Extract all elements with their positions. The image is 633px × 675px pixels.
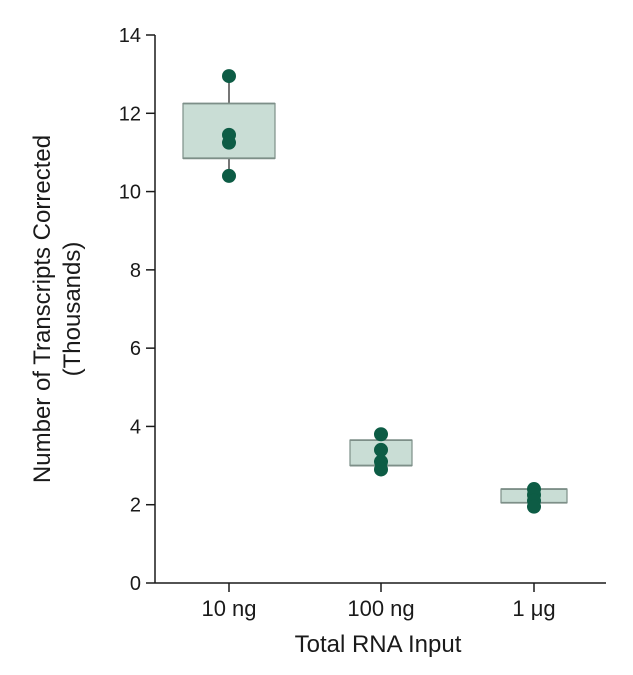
data-point <box>222 135 236 150</box>
y-tick-label: 4 <box>130 416 141 438</box>
data-point <box>374 427 388 442</box>
x-axis-title: Total RNA Input <box>295 631 462 658</box>
y-tick-label: 10 <box>119 182 141 204</box>
x-tick-label: 1 μg <box>512 596 555 621</box>
x-tick-label: 10 ng <box>201 596 256 621</box>
data-point <box>222 168 236 183</box>
data-point <box>527 499 541 514</box>
y-tick-label: 2 <box>130 495 141 517</box>
y-axis-title-line2: (Thousands) <box>59 242 86 377</box>
x-ticks: 10 ng 100 ng 1 μg <box>201 583 556 621</box>
y-tick-label: 14 <box>119 25 141 47</box>
y-ticks: 0 2 4 6 8 10 12 14 <box>119 25 155 595</box>
y-tick-label: 6 <box>130 338 141 360</box>
points-layer <box>222 69 541 514</box>
data-point <box>222 69 236 84</box>
boxes-layer <box>182 75 568 508</box>
y-tick-label: 0 <box>130 573 141 595</box>
data-point <box>374 442 388 457</box>
x-tick-label: 100 ng <box>347 596 414 621</box>
y-tick-label: 8 <box>130 260 141 282</box>
data-point <box>374 462 388 477</box>
y-axis-title-line1: Number of Transcripts Corrected <box>29 135 56 483</box>
y-tick-label: 12 <box>119 103 141 125</box>
